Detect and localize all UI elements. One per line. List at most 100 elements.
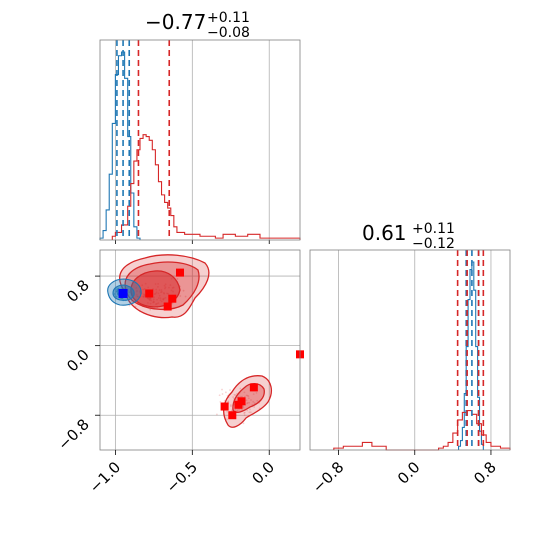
red-marker-1 [145,289,154,298]
red-upper-sample-30 [149,308,152,311]
joint-contours [107,254,273,428]
param1-hist-red [111,134,301,240]
red-lower-sample-86 [249,408,251,411]
red-lower-sample-97 [234,394,237,397]
red-lower-sample-30 [245,394,248,397]
param2-title-minus: −0.12 [412,236,455,252]
red-lower-sample-48 [243,395,246,398]
red-marker-0 [176,268,184,277]
red-marker-7 [234,400,243,409]
red-marker-3 [163,302,172,311]
param1-marginal-panel: −0.77 +0.11 −0.08 [99,10,301,244]
blue-marker-0 [118,288,128,298]
red-marker-9 [228,411,237,420]
red-lower-sample-108 [229,404,232,406]
param2-grid [338,250,492,450]
red-lower-sample-36 [236,409,239,412]
param2-xtick-label-2: 0.8 [470,458,500,488]
red-upper-sample-89 [176,278,179,280]
param1-grid [114,40,270,240]
param1-title-plus: +0.11 [207,10,250,26]
joint-ytick-label-1: 0.0 [63,346,93,376]
param2-frame [309,249,511,451]
red-lower-sample-62 [242,406,245,409]
red-lower-sample-67 [250,399,252,401]
red-lower-sample-102 [226,410,229,413]
param2-title: 0.61 +0.11 −0.12 [362,221,455,252]
param2-xtick-label-0: −0.8 [309,458,347,496]
red-upper-sample-68 [182,289,185,292]
red-lower-sample-71 [248,401,251,404]
param2-quantile-lines [456,250,485,450]
red-upper-sample-21 [179,295,182,297]
red-lower-sample-64 [243,411,246,414]
red-lower-sample-61 [224,391,227,394]
joint-panel: −1.0 −0.5 0.0 0.8 0.0 −0.8 [54,249,304,497]
red-lower-sample-106 [227,400,230,403]
red-lower-sample-77 [243,391,246,394]
red-lower-sample-105 [253,402,256,404]
param1-title: −0.77 +0.11 −0.08 [145,10,250,41]
red-marker-8 [220,402,229,411]
param2-title-median: 0.61 [362,221,407,245]
red-lower-sample-76 [230,405,232,408]
joint-grid [100,250,300,450]
param1-title-median: −0.77 [145,10,206,34]
red-lower-sample-46 [245,399,248,402]
red-lower-sample-98 [239,387,242,390]
red-lower-sample-40 [246,402,248,405]
red-lower-sample-91 [247,397,250,400]
red-lower-sample-44 [218,394,221,397]
red-lower-sample-109 [246,409,249,412]
red-marker-2 [168,294,177,303]
red-lower-sample-87 [242,422,245,425]
red-lower-sample-93 [233,393,236,396]
red-lower-sample-14 [255,392,258,394]
joint-y-ticks: 0.8 0.0 −0.8 [54,275,100,454]
joint-xtick-label-2: 0.0 [248,458,278,488]
red-lower-sample-53 [249,411,252,414]
red-lower-sample-41 [221,388,223,391]
param2-marginal-panel: 0.61 +0.11 −0.12 −0.8 0.0 0.8 [309,221,511,497]
red-lower-sample-85 [248,411,251,414]
red-lower-sample-37 [252,393,255,396]
red-lower-sample-6 [256,399,259,402]
red-upper-contour-core [130,270,181,308]
joint-xtick-label-1: −0.5 [163,458,201,496]
red-lower-sample-103 [246,401,249,404]
red-lower-sample-13 [242,405,244,408]
red-upper-sample-6 [184,295,187,298]
red-lower-sample-59 [219,400,222,403]
red-marker-5 [249,383,258,392]
joint-frame [99,249,301,451]
red-lower-sample-19 [215,413,218,416]
red-lower-sample-63 [253,406,256,408]
red-lower-sample-94 [241,395,244,398]
red-lower-sample-34 [246,394,249,397]
param2-hist-blue [458,261,484,450]
param1-frame [99,39,301,241]
joint-ytick-label-0: 0.8 [63,276,93,306]
red-lower-sample-27 [243,414,246,416]
param2-x-ticks: −0.8 0.0 0.8 [309,450,500,497]
red-lower-sample-43 [252,400,255,403]
joint-x-ticks: −1.0 −0.5 0.0 [86,450,278,497]
red-lower-sample-1 [243,412,246,414]
param1-quantile-lines [114,40,270,244]
red-lower-sample-47 [229,389,231,391]
red-lower-sample-28 [234,408,237,411]
red-lower-sample-52 [232,396,235,398]
param2-xtick-label-1: 0.0 [394,458,424,488]
red-lower-sample-0 [239,395,242,398]
joint-xtick-label-0: −1.0 [86,458,124,496]
red-upper-sample-118 [171,302,174,305]
joint-markers [118,268,304,420]
red-lower-sample-12 [221,393,224,395]
param1-histograms [99,51,301,240]
param1-hist-blue [99,51,141,240]
param1-title-minus: −0.08 [207,25,250,41]
param2-title-plus: +0.11 [412,221,455,237]
red-lower-sample-56 [247,395,250,398]
red-lower-sample-81 [226,418,228,421]
